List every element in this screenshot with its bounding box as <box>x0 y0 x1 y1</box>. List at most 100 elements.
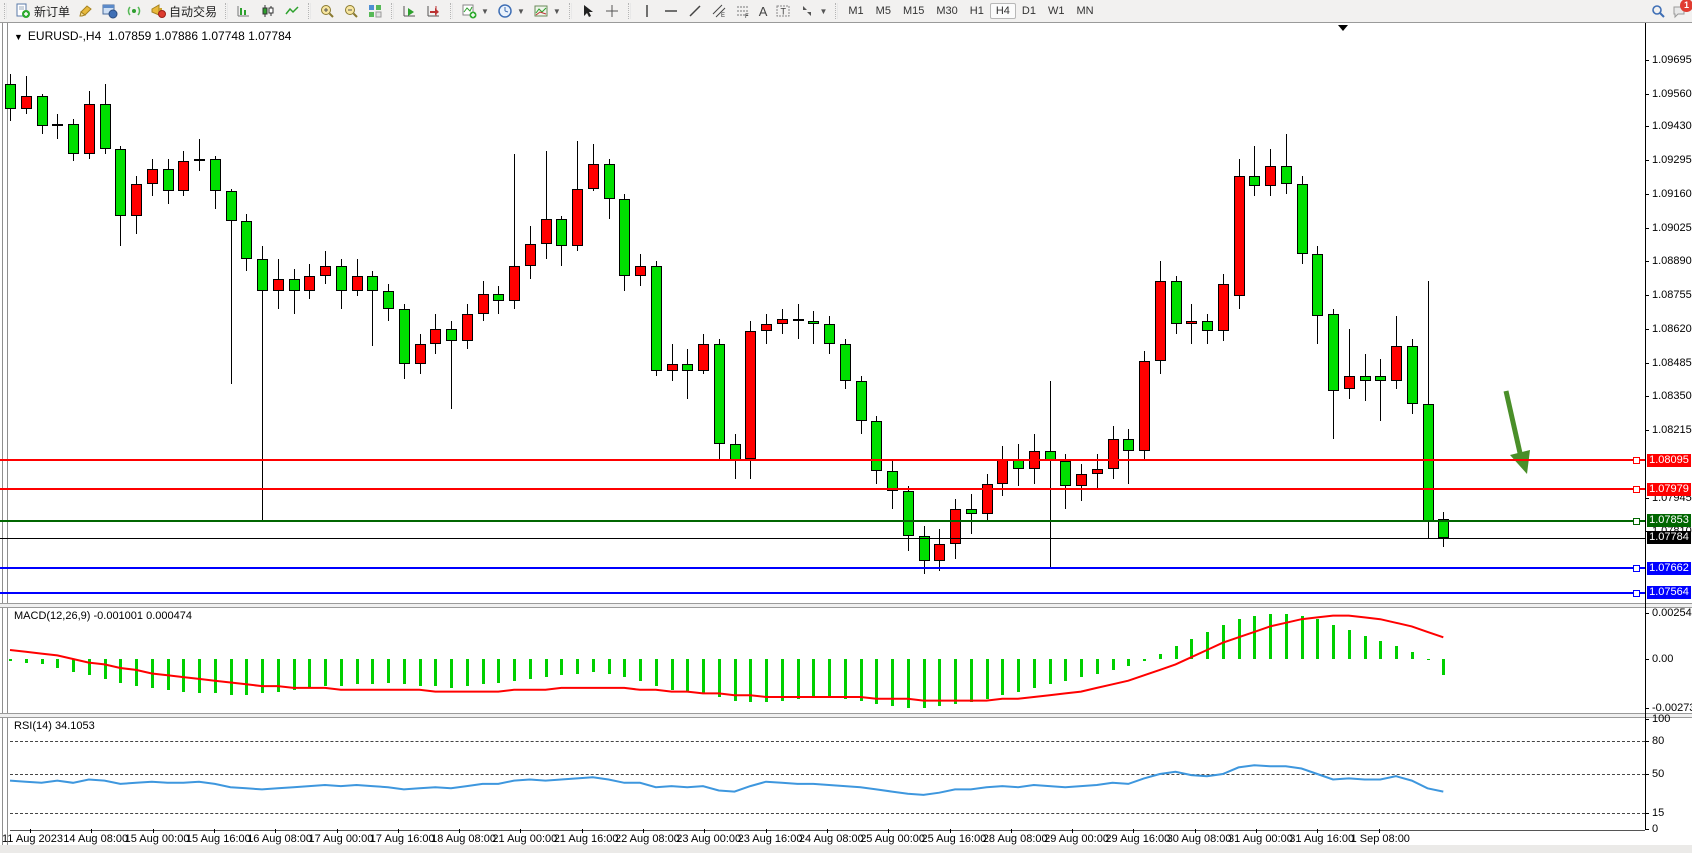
auto-trading-button[interactable]: 自动交易 <box>146 2 221 21</box>
zoom-out-icon <box>343 3 359 19</box>
macd-histogram-bar <box>40 659 44 665</box>
candle-body <box>619 198 631 277</box>
macd-histogram-bar <box>796 659 800 699</box>
chart-shift-button[interactable] <box>422 2 446 20</box>
fibonacci-tool[interactable]: F <box>731 2 755 20</box>
text-tool[interactable]: A <box>755 3 772 20</box>
macd-histogram-bar <box>9 659 12 661</box>
line-handle[interactable] <box>1633 565 1640 573</box>
level-line[interactable] <box>0 591 1645 594</box>
timeframe-button-d1[interactable]: D1 <box>1021 5 1036 17</box>
timeframe-button-m1[interactable]: M1 <box>848 5 864 17</box>
macd-histogram-bar <box>1237 619 1241 659</box>
timeframe-button-h4[interactable]: H4 <box>989 3 1016 19</box>
bar-chart-button[interactable] <box>232 2 256 20</box>
level-line[interactable] <box>0 519 1645 522</box>
chart-shift-marker[interactable] <box>1338 25 1348 31</box>
candle-body <box>1139 361 1150 452</box>
zoom-in-button[interactable] <box>315 2 339 20</box>
market-watch-button[interactable] <box>98 2 122 20</box>
candle-body <box>115 148 127 217</box>
macd-histogram-bar <box>859 659 863 701</box>
time-tick-label: 31 Aug 00:00 <box>1228 833 1293 845</box>
vertical-line-tool[interactable] <box>635 2 659 20</box>
search-icon[interactable] <box>1650 3 1666 19</box>
line-chart-button[interactable] <box>280 2 304 20</box>
crosshair-button[interactable] <box>600 2 624 20</box>
time-tick-label: 30 Aug 08:00 <box>1166 833 1232 845</box>
indicators-button[interactable]: ▼ <box>457 2 493 20</box>
level-line[interactable] <box>0 488 1645 490</box>
candle-body <box>587 163 599 189</box>
equidistant-channel-icon: E <box>711 3 727 19</box>
candle-body <box>666 363 678 372</box>
zoom-out-button[interactable] <box>339 2 363 20</box>
candle-body <box>52 123 64 127</box>
toolbar: 新订单 自动交易 <box>0 0 1692 23</box>
price-tick-label: 1.08890 <box>1652 255 1692 268</box>
signals-button[interactable] <box>122 2 146 20</box>
trendline-tool[interactable] <box>683 2 707 20</box>
macd-histogram-bar <box>387 659 390 683</box>
candlestick-button[interactable] <box>256 2 280 20</box>
candle-wick <box>25 76 27 114</box>
timeframe-button-m30[interactable]: M30 <box>936 5 958 17</box>
timeframe-button-mn[interactable]: MN <box>1076 5 1094 17</box>
status-strip <box>0 845 1692 853</box>
templates-button[interactable]: ▼ <box>529 2 565 20</box>
timeframe-button-h1[interactable]: H1 <box>969 5 984 17</box>
candle-body <box>83 103 95 154</box>
line-handle[interactable] <box>1633 517 1640 525</box>
rsi-tick-label: 50 <box>1652 768 1665 780</box>
timeframe-button-m5[interactable]: M5 <box>875 5 891 17</box>
candle-body <box>1060 461 1072 487</box>
styler-button[interactable] <box>74 2 98 20</box>
chevron-down-icon: ▼ <box>481 6 489 16</box>
text-label-tool[interactable]: T <box>771 2 795 20</box>
price-plot-area[interactable] <box>0 23 1645 845</box>
macd-histogram-bar <box>1442 659 1446 676</box>
price-tick-label: 1.08215 <box>1652 424 1692 436</box>
macd-histogram-bar <box>1316 619 1320 659</box>
timeframe-button-w1[interactable]: W1 <box>1047 5 1065 17</box>
channel-tool[interactable]: E <box>707 2 731 20</box>
candle-body <box>1280 166 1292 184</box>
timeframes-menu-button[interactable]: ▼ <box>493 2 529 20</box>
macd-histogram-bar <box>1410 651 1414 659</box>
macd-histogram-bar <box>324 659 327 687</box>
tile-windows-button[interactable] <box>363 2 387 20</box>
candle-body <box>981 483 993 514</box>
chart-window[interactable]: ▼ EURUSD-,H4 1.07859 1.07886 1.07748 1.07… <box>0 23 1692 845</box>
macd-histogram-bar <box>591 659 595 672</box>
vertical-line-icon <box>639 3 655 19</box>
macd-histogram-bar <box>875 659 879 705</box>
macd-histogram-bar <box>891 659 894 706</box>
time-tick-label: 23 Aug 16:00 <box>737 833 803 845</box>
macd-histogram-bar <box>1032 659 1036 688</box>
line-handle[interactable] <box>1633 589 1640 597</box>
level-line[interactable] <box>0 459 1645 461</box>
time-tick-label: 28 Aug 08:00 <box>982 833 1048 845</box>
panel-splitter[interactable] <box>0 603 1692 608</box>
candle-body <box>1233 176 1245 297</box>
cursor-button[interactable] <box>576 2 600 20</box>
candle-body <box>509 266 520 302</box>
candle-body <box>36 96 48 127</box>
panel-splitter[interactable] <box>0 713 1692 718</box>
notifications-icon[interactable]: 1 <box>1672 0 1692 19</box>
auto-scroll-button[interactable] <box>398 2 422 20</box>
line-handle[interactable] <box>1633 486 1640 493</box>
candle-body <box>5 83 16 109</box>
timeframe-button-m15[interactable]: M15 <box>902 5 925 17</box>
time-tick-label: 29 Aug 16:00 <box>1105 833 1171 845</box>
time-tick-label: 31 Aug 16:00 <box>1289 833 1355 845</box>
level-line[interactable] <box>0 567 1645 570</box>
macd-histogram-bar <box>1143 659 1146 661</box>
candle-wick <box>1380 358 1382 422</box>
arrow-symbols-icon <box>799 3 815 19</box>
new-order-button[interactable]: 新订单 <box>11 2 74 21</box>
arrows-tool[interactable]: ▼ <box>795 2 831 20</box>
horizontal-line-tool[interactable] <box>659 2 683 20</box>
line-handle[interactable] <box>1633 457 1640 464</box>
candle-body <box>1438 519 1450 538</box>
